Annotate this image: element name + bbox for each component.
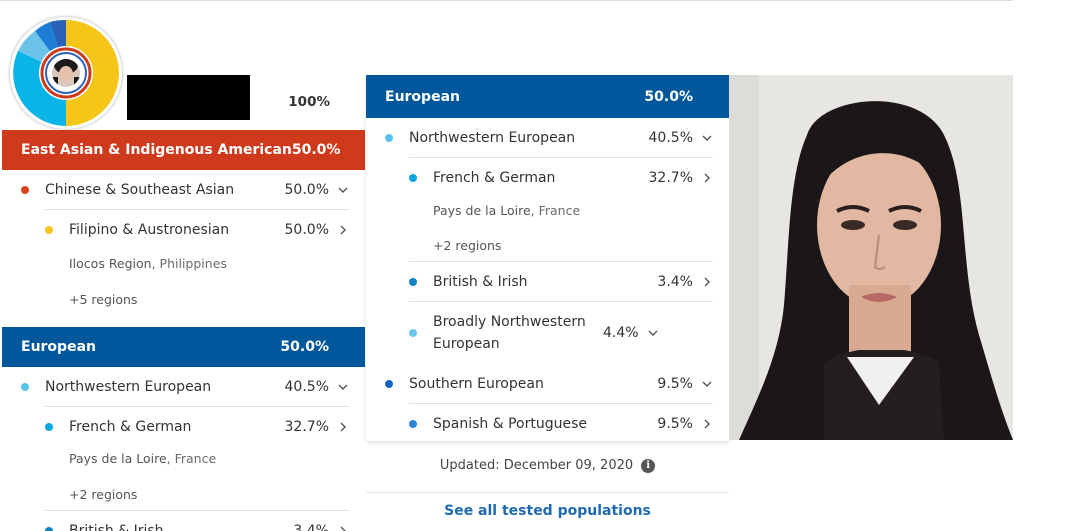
region-percentage: 50.0% bbox=[291, 142, 341, 158]
row-label: British & Irish bbox=[69, 523, 164, 531]
color-dot bbox=[409, 329, 417, 337]
row-label: French & German bbox=[69, 419, 192, 435]
avatar bbox=[52, 59, 80, 87]
row-broadly-northwestern-european[interactable]: Broadly Northwestern European 4.4% bbox=[366, 302, 729, 364]
info-icon[interactable]: i bbox=[641, 459, 656, 473]
row-french-german[interactable]: French & German 32.7% bbox=[366, 158, 729, 198]
top-border bbox=[0, 0, 1013, 1]
chevron-right-icon[interactable] bbox=[701, 418, 713, 430]
row-percentage: 40.5% bbox=[648, 130, 693, 146]
region-label: European bbox=[21, 339, 96, 355]
row-southern-european[interactable]: Southern European 9.5% bbox=[366, 364, 729, 404]
chevron-down-icon[interactable] bbox=[337, 381, 349, 393]
row-divider bbox=[409, 261, 713, 262]
row-spanish-portuguese[interactable]: Spanish & Portuguese 9.5% bbox=[366, 404, 729, 441]
row-northwestern-european[interactable]: Northwestern European 40.5% bbox=[2, 367, 365, 407]
color-dot bbox=[21, 186, 29, 194]
row-percentage: 3.4% bbox=[657, 274, 693, 290]
color-dot bbox=[45, 527, 53, 531]
region-header-european[interactable]: European 50.0% bbox=[366, 75, 729, 118]
row-northwestern-european[interactable]: Northwestern European 40.5% bbox=[366, 118, 729, 158]
total-percentage: 100% bbox=[288, 94, 330, 110]
chevron-down-icon[interactable] bbox=[647, 327, 659, 339]
chevron-down-icon[interactable] bbox=[337, 184, 349, 196]
row-percentage: 9.5% bbox=[657, 416, 693, 432]
region-label: European bbox=[385, 88, 460, 105]
row-label: Southern European bbox=[409, 376, 544, 392]
row-filipino-austronesian[interactable]: Filipino & Austronesian 50.0% bbox=[2, 210, 365, 250]
row-divider bbox=[45, 406, 349, 407]
color-dot bbox=[409, 174, 417, 182]
chevron-right-icon[interactable] bbox=[337, 224, 349, 236]
chevron-right-icon[interactable] bbox=[701, 276, 713, 288]
row-divider bbox=[45, 209, 349, 210]
row-divider bbox=[409, 157, 713, 158]
row-percentage: 4.4% bbox=[603, 325, 639, 341]
color-dot bbox=[45, 423, 53, 431]
color-dot bbox=[385, 380, 393, 388]
row-label: British & Irish bbox=[433, 274, 528, 290]
row-percentage: 40.5% bbox=[284, 379, 329, 395]
row-chinese-southeast-asian[interactable]: Chinese & Southeast Asian 50.0% bbox=[2, 170, 365, 210]
chevron-right-icon[interactable] bbox=[701, 172, 713, 184]
ancestry-ring-avatar[interactable] bbox=[10, 17, 122, 129]
row-label: Broadly Northwestern European bbox=[433, 314, 586, 352]
color-dot bbox=[21, 383, 29, 391]
color-dot bbox=[45, 226, 53, 234]
see-all-populations-link[interactable]: See all tested populations bbox=[444, 503, 651, 519]
more-regions-link[interactable]: +2 regions bbox=[366, 230, 729, 262]
row-label: Chinese & Southeast Asian bbox=[45, 182, 235, 198]
redacted-name bbox=[127, 75, 250, 120]
row-percentage: 50.0% bbox=[284, 222, 329, 238]
row-divider bbox=[409, 301, 713, 302]
chevron-right-icon[interactable] bbox=[337, 421, 349, 433]
row-label: French & German bbox=[433, 170, 556, 186]
profile-photo bbox=[729, 75, 1013, 440]
region-percentage: 50.0% bbox=[280, 339, 329, 355]
row-label: Spanish & Portuguese bbox=[433, 416, 588, 432]
row-percentage: 50.0% bbox=[284, 182, 329, 198]
chevron-right-icon[interactable] bbox=[337, 525, 349, 531]
row-label: Northwestern European bbox=[409, 130, 576, 146]
chevron-down-icon[interactable] bbox=[701, 378, 713, 390]
updated-timestamp: Updated: December 09, 2020 i bbox=[366, 458, 729, 473]
row-british-irish[interactable]: British & Irish 3.4% bbox=[2, 511, 365, 531]
portrait-image bbox=[729, 75, 1013, 440]
ancestry-ring-chart bbox=[13, 19, 119, 126]
row-percentage: 3.4% bbox=[293, 523, 329, 531]
region-header-east-asian[interactable]: East Asian & Indigenous American 50.0% bbox=[2, 130, 365, 170]
region-label: East Asian & Indigenous American bbox=[21, 142, 292, 158]
row-french-german[interactable]: French & German 32.7% bbox=[2, 407, 365, 447]
region-location: Pays de la Loire, France bbox=[69, 451, 217, 466]
color-dot bbox=[409, 278, 417, 286]
row-percentage: 32.7% bbox=[284, 419, 329, 435]
region-location: Ilocos Region, Philippines bbox=[69, 256, 227, 271]
european-breakdown-panel: European 50.0% Northwestern European 40.… bbox=[366, 75, 729, 441]
row-percentage: 9.5% bbox=[657, 376, 693, 392]
row-british-irish[interactable]: British & Irish 3.4% bbox=[366, 262, 729, 302]
row-percentage: 32.7% bbox=[648, 170, 693, 186]
row-label: Filipino & Austronesian bbox=[69, 222, 230, 238]
color-dot bbox=[385, 134, 393, 142]
row-divider bbox=[45, 510, 349, 511]
color-dot bbox=[409, 420, 417, 428]
row-label: Northwestern European bbox=[45, 379, 212, 395]
region-percentage: 50.0% bbox=[644, 88, 693, 105]
chevron-down-icon[interactable] bbox=[701, 132, 713, 144]
left-breakdown: East Asian & Indigenous American 50.0% C… bbox=[2, 130, 365, 531]
row-divider bbox=[409, 403, 713, 404]
more-regions-link[interactable]: +5 regions bbox=[69, 292, 138, 307]
footer-divider bbox=[366, 492, 729, 493]
region-header-european[interactable]: European 50.0% bbox=[2, 327, 365, 367]
region-location: Pays de la Loire, France bbox=[433, 203, 581, 218]
more-regions-link[interactable]: +2 regions bbox=[2, 477, 365, 511]
